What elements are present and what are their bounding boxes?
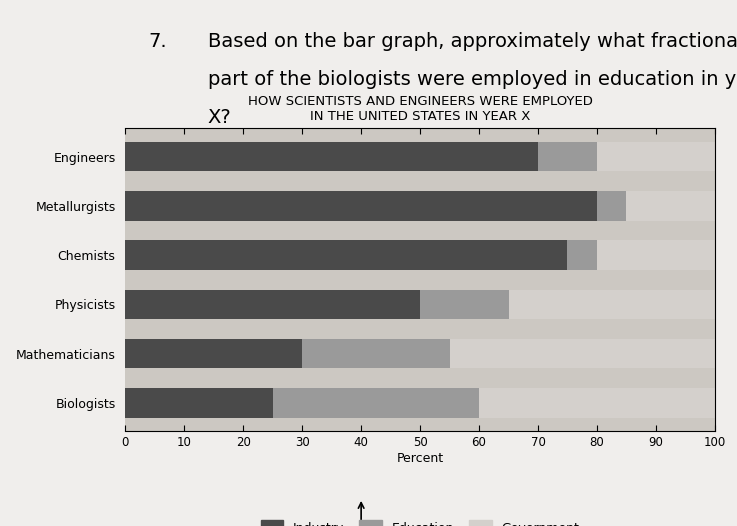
Bar <box>597 142 715 171</box>
Bar <box>597 240 715 270</box>
Text: Based on the bar graph, approximately what fractional: Based on the bar graph, approximately wh… <box>208 32 737 51</box>
Bar <box>125 142 538 171</box>
Text: 7.: 7. <box>149 32 167 51</box>
Bar <box>125 240 567 270</box>
Title: HOW SCIENTISTS AND ENGINEERS WERE EMPLOYED
IN THE UNITED STATES IN YEAR X: HOW SCIENTISTS AND ENGINEERS WERE EMPLOY… <box>248 95 593 123</box>
Bar <box>597 191 626 221</box>
Bar <box>125 290 420 319</box>
Bar <box>125 191 597 221</box>
Bar <box>538 142 597 171</box>
Legend: Industry, Education, Government: Industry, Education, Government <box>256 515 584 526</box>
Bar <box>567 240 597 270</box>
X-axis label: Percent: Percent <box>397 452 444 465</box>
Bar <box>479 388 715 418</box>
Text: X?: X? <box>208 108 231 127</box>
Bar <box>626 191 715 221</box>
Bar <box>420 290 509 319</box>
Bar <box>125 388 273 418</box>
Bar <box>125 339 302 368</box>
Bar <box>509 290 715 319</box>
Text: part of the biologists were employed in education in year: part of the biologists were employed in … <box>208 70 737 89</box>
Bar <box>302 339 450 368</box>
Bar <box>273 388 479 418</box>
Bar <box>450 339 715 368</box>
